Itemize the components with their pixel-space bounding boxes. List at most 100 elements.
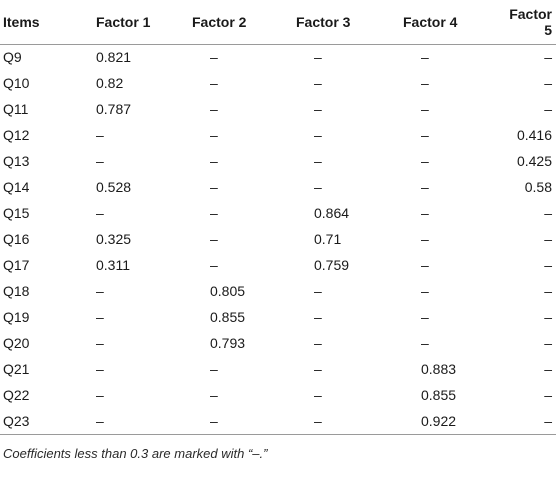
factor-2-cell: – [188, 408, 294, 435]
factor-3-cell: – [294, 408, 396, 435]
factor-2-cell: – [210, 361, 218, 377]
factor-1-cell: – [96, 387, 104, 403]
factor-2-cell: – [210, 387, 218, 403]
factor-2-cell: – [210, 205, 218, 221]
factor-3-cell: 0.864 [314, 205, 350, 221]
factor-5-cell: – [544, 309, 552, 325]
factor-4-cell: – [421, 283, 429, 299]
factor-3-cell: – [314, 179, 322, 195]
table-row: Q17 0.311 – 0.759 – – [0, 252, 556, 278]
factor-4-cell: – [421, 205, 429, 221]
factor-1-cell: 0.325 [96, 231, 132, 247]
header-factor-2: Factor 2 [188, 0, 294, 45]
factor-2-cell: 0.793 [210, 335, 246, 351]
table-row: Q13 – – – – 0.425 [0, 148, 556, 174]
table-row: Q9 0.821 – – – – [0, 44, 556, 70]
header-items: Items [0, 0, 82, 45]
item-label-cell: Q22 [3, 387, 30, 403]
item-label-cell: Q15 [3, 205, 30, 221]
factor-4-cell: – [421, 153, 429, 169]
factor-1-cell: 0.821 [96, 49, 132, 66]
factor-3-cell: – [314, 361, 322, 377]
factor-4-cell: – [421, 231, 429, 247]
table-body: Q9 0.821 – – – – Q10 0.82 – – – – Q11 0.787 – – – – Q12 – – –… [0, 44, 556, 435]
factor-4-cell: – [421, 309, 429, 325]
factor-3-cell: – [314, 387, 322, 403]
table-row: Q23– – –0.922– [0, 408, 556, 435]
item-label-cell: Q21 [3, 361, 30, 377]
factor-3-cell: 0.71 [314, 231, 342, 247]
factor-5-cell: – [544, 387, 552, 403]
item-label-cell: Q12 [3, 127, 30, 143]
factor-2-cell: – [210, 231, 218, 247]
factor-3-cell: 0.759 [314, 257, 350, 273]
item-label-cell: Q11 [3, 101, 29, 117]
factor-2-cell: – [210, 101, 218, 117]
factor-5-cell: – [544, 49, 552, 66]
factor-3-cell: – [314, 127, 322, 143]
table-row: Q18 – 0.805 – – – [0, 278, 556, 304]
factor-4-cell: – [421, 49, 429, 66]
factor-4-cell: – [421, 127, 429, 143]
table-row: Q12 – – – – 0.416 [0, 122, 556, 148]
table-footnote: Coefficients less than 0.3 are marked wi… [3, 446, 268, 461]
factor-5-cell: – [502, 408, 556, 435]
factor-5-cell: 0.425 [516, 153, 552, 169]
header-factor-1: Factor 1 [82, 0, 188, 45]
item-label-cell: Q20 [3, 335, 30, 351]
factor-5-cell: – [544, 101, 552, 117]
factor-1-cell: 0.82 [96, 75, 124, 91]
factor-3-cell: – [314, 153, 322, 169]
factor-3-cell: – [314, 75, 322, 91]
factor-1-cell: – [96, 361, 104, 377]
factor-3-cell: – [314, 309, 322, 325]
item-label-cell: Q19 [3, 309, 30, 325]
factor-2-cell: – [210, 153, 218, 169]
table-row: Q22 – – – 0.855 – [0, 382, 556, 408]
factor-1-cell: – [96, 153, 104, 169]
factor-5-cell: – [544, 283, 552, 299]
item-label-cell: Q17 [3, 257, 30, 273]
factor-3-cell: – [314, 283, 322, 299]
table-row: Q14 0.528 – – – 0.58 [0, 174, 556, 200]
factor-4-cell: 0.883 [421, 361, 457, 377]
factor-5-cell: – [544, 361, 552, 377]
header-factor-3: Factor 3 [294, 0, 396, 45]
item-label-cell: Q10 [3, 75, 30, 91]
table-row: Q16 0.325 – 0.71 – – [0, 226, 556, 252]
factor-1-cell: – [82, 408, 188, 435]
table-row: Q21 – – – 0.883 – [0, 356, 556, 382]
header-factor-5: Factor 5 [502, 0, 556, 45]
factor-1-cell: – [96, 309, 104, 325]
item-label-cell: Q9 [3, 49, 22, 66]
factor-4-cell: – [421, 335, 429, 351]
factor-4-cell: – [421, 101, 429, 117]
factor-3-cell: – [314, 49, 322, 66]
factor-1-cell: – [96, 283, 104, 299]
factor-1-cell: 0.311 [96, 257, 130, 273]
factor-4-cell: 0.922 [396, 408, 502, 435]
factor-2-cell: – [210, 49, 218, 66]
factor-4-cell: – [421, 75, 429, 91]
factor-2-cell: – [210, 127, 218, 143]
table-row: Q11 0.787 – – – – [0, 96, 556, 122]
factor-1-cell: – [96, 335, 104, 351]
factor-2-cell: 0.855 [210, 309, 246, 325]
table-header: Items Factor 1 Factor 2 Factor 3 Factor … [0, 0, 556, 45]
factor-3-cell: – [314, 335, 322, 351]
factor-4-cell: – [421, 257, 429, 273]
factor-2-cell: – [210, 257, 218, 273]
factor-5-cell: – [544, 335, 552, 351]
factor-4-cell: 0.855 [421, 387, 457, 403]
table-row: Q15 – – 0.864 – – [0, 200, 556, 226]
item-label-cell: Q13 [3, 153, 30, 169]
factor-4-cell: – [421, 179, 429, 195]
factor-5-cell: 0.58 [524, 179, 552, 195]
factor-5-cell: – [544, 75, 552, 91]
item-label-cell: Q16 [3, 231, 30, 247]
table-row: Q20 – 0.793 – – – [0, 330, 556, 356]
factor-2-cell: – [210, 179, 218, 195]
header-factor-4: Factor 4 [396, 0, 502, 45]
item-label-cell: Q18 [3, 283, 30, 299]
